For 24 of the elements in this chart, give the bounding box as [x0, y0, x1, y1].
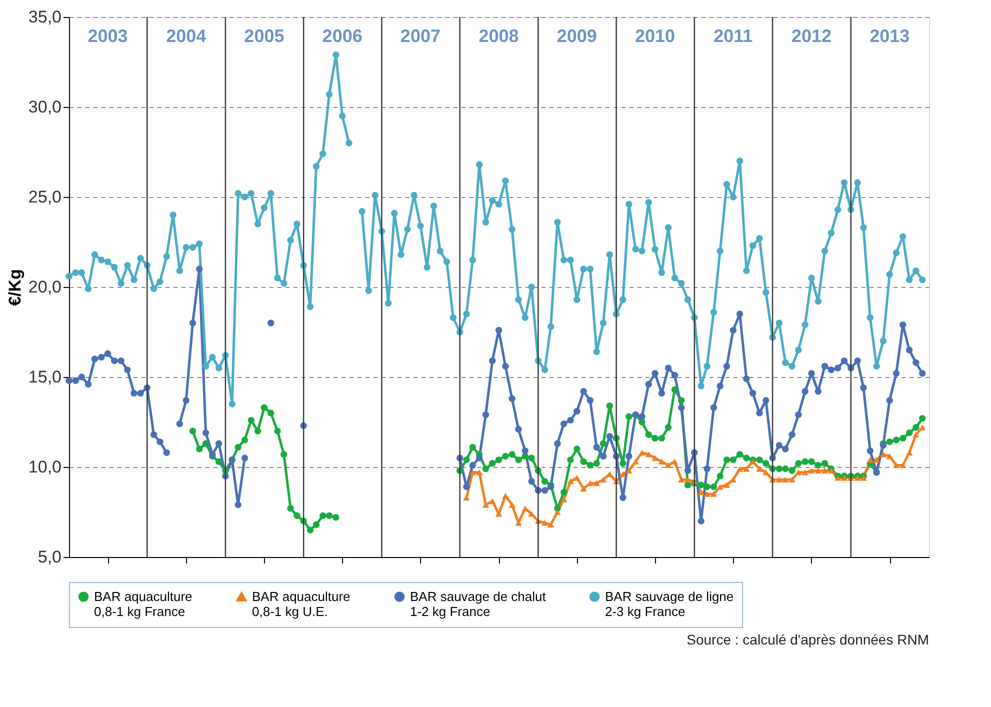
y-axis-title: €/Kg — [5, 269, 24, 306]
x-tick-label: 2003 — [88, 26, 128, 46]
x-tick-label: 2010 — [635, 26, 676, 46]
x-tick-label: 2007 — [400, 26, 440, 46]
legend-label: BAR sauvage de ligne 2-3 kg France — [605, 588, 734, 619]
y-tick-label: 20,0 — [28, 278, 62, 296]
legend-label: BAR aquaculture 0,8-1 kg U.E. — [252, 588, 350, 619]
y-tick-label: 5,0 — [38, 548, 62, 566]
y-tick-label: 30,0 — [28, 98, 62, 116]
x-tick-label: 2013 — [870, 26, 910, 46]
legend-label: BAR aquaculture 0,8-1 kg France — [94, 588, 192, 619]
y-tick-label: 10,0 — [28, 458, 62, 476]
x-tick-label: 2004 — [166, 26, 206, 46]
source-note: Source : calculé d'après données RNM — [686, 632, 929, 648]
legend-label: BAR sauvage de chalut 1-2 kg France — [410, 588, 546, 619]
x-tick-label: 2006 — [322, 26, 362, 46]
x-tick-label: 2011 — [714, 26, 753, 46]
x-tick-label: 2009 — [556, 26, 597, 46]
y-tick-label: 25,0 — [28, 188, 62, 206]
y-tick-label: 35,0 — [28, 8, 62, 26]
x-tick-label: 2012 — [791, 26, 832, 46]
x-tick-label: 2008 — [478, 26, 519, 46]
x-tick-label: 2005 — [244, 26, 284, 46]
y-tick-label: 15,0 — [28, 368, 62, 386]
